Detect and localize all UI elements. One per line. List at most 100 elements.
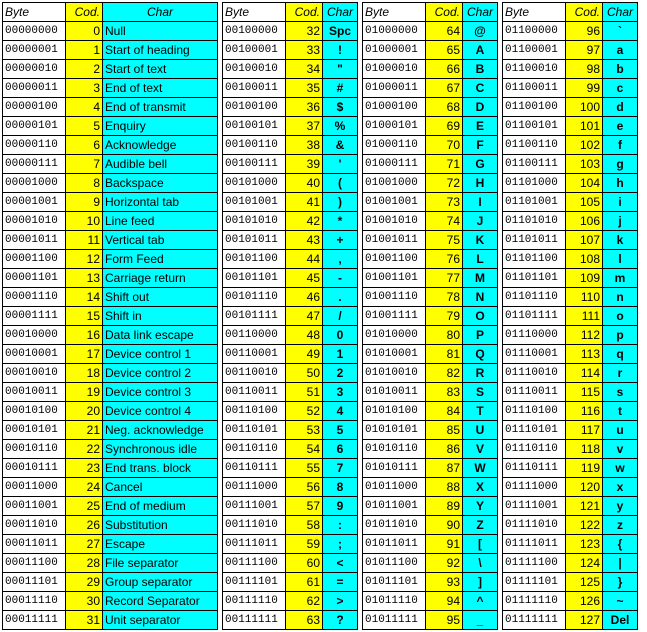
table-row: 0001001018Device control 2	[3, 364, 218, 383]
byte-cell: 00110100	[223, 402, 286, 421]
table-row: 0000101111Vertical tab	[3, 231, 218, 250]
table-row: 0101011187W	[363, 459, 498, 478]
table-row: 0010110044,	[223, 250, 358, 269]
header-code: Cod.	[66, 3, 103, 22]
char-cell: A	[463, 41, 498, 60]
char-cell: 8	[323, 478, 358, 497]
code-cell: 110	[566, 288, 603, 307]
code-cell: 114	[566, 364, 603, 383]
table-row: 01101010106j	[503, 212, 638, 231]
byte-cell: 01110010	[503, 364, 566, 383]
table-row: 00110011513	[223, 383, 358, 402]
code-cell: 61	[286, 573, 323, 592]
code-cell: 14	[66, 288, 103, 307]
table-row: 01101100108l	[503, 250, 638, 269]
code-cell: 22	[66, 440, 103, 459]
table-row: 000000102Start of text	[3, 60, 218, 79]
code-cell: 101	[566, 117, 603, 136]
char-cell: G	[463, 155, 498, 174]
table-row: 0010110145-	[223, 269, 358, 288]
char-cell: x	[603, 478, 638, 497]
char-cell: End of transmit	[103, 98, 218, 117]
code-cell: 79	[426, 307, 463, 326]
byte-cell: 01110100	[503, 402, 566, 421]
char-cell: M	[463, 269, 498, 288]
code-cell: 95	[426, 611, 463, 630]
byte-cell: 00010011	[3, 383, 66, 402]
table-row: 0010100141)	[223, 193, 358, 212]
table-row: 01100101101e	[503, 117, 638, 136]
char-cell: 0	[323, 326, 358, 345]
table-row: 0010101143+	[223, 231, 358, 250]
table-row: 0100100072H	[363, 174, 498, 193]
table-row: 0000110113Carriage return	[3, 269, 218, 288]
table-row: 01101000104h	[503, 174, 638, 193]
table-row: 0001100024Cancel	[3, 478, 218, 497]
table-row: 0101101191[	[363, 535, 498, 554]
byte-cell: 01100010	[503, 60, 566, 79]
table-row: 0000110012Form Feed	[3, 250, 218, 269]
table-row: 0101100088X	[363, 478, 498, 497]
code-cell: 100	[566, 98, 603, 117]
char-cell: j	[603, 212, 638, 231]
table-row: 0010001034"	[223, 60, 358, 79]
byte-cell: 00111100	[223, 554, 286, 573]
table-row: 01111000120x	[503, 478, 638, 497]
code-cell: 64	[426, 22, 463, 41]
char-cell: C	[463, 79, 498, 98]
char-cell: ,	[323, 250, 358, 269]
table-row: 0100001066B	[363, 60, 498, 79]
table-row: 0000111014Shift out	[3, 288, 218, 307]
code-cell: 33	[286, 41, 323, 60]
header-char: Char	[103, 3, 218, 22]
char-cell: a	[603, 41, 638, 60]
code-cell: 73	[426, 193, 463, 212]
code-cell: 94	[426, 592, 463, 611]
code-cell: 75	[426, 231, 463, 250]
char-cell: N	[463, 288, 498, 307]
code-cell: 35	[286, 79, 323, 98]
code-cell: 40	[286, 174, 323, 193]
table-row: 0010111147/	[223, 307, 358, 326]
byte-cell: 00100110	[223, 136, 286, 155]
table-row: 0011111062>	[223, 592, 358, 611]
byte-cell: 00111110	[223, 592, 286, 611]
byte-cell: 01001001	[363, 193, 426, 212]
byte-cell: 01000011	[363, 79, 426, 98]
code-cell: 2	[66, 60, 103, 79]
table-row: 0100110177M	[363, 269, 498, 288]
byte-cell: 00101110	[223, 288, 286, 307]
byte-cell: 00010110	[3, 440, 66, 459]
byte-cell: 01100000	[503, 22, 566, 41]
char-cell: \	[463, 554, 498, 573]
char-cell: :	[323, 516, 358, 535]
code-cell: 53	[286, 421, 323, 440]
code-cell: 62	[286, 592, 323, 611]
code-cell: 80	[426, 326, 463, 345]
char-cell: n	[603, 288, 638, 307]
byte-cell: 00001110	[3, 288, 66, 307]
byte-cell: 01111110	[503, 592, 566, 611]
code-cell: 51	[286, 383, 323, 402]
code-cell: 31	[66, 611, 103, 630]
code-cell: 122	[566, 516, 603, 535]
byte-cell: 00001111	[3, 307, 66, 326]
table-row: 0110000197a	[503, 41, 638, 60]
char-cell: '	[323, 155, 358, 174]
code-cell: 65	[426, 41, 463, 60]
header-char: Char	[323, 3, 358, 22]
code-cell: 39	[286, 155, 323, 174]
byte-cell: 00011111	[3, 611, 66, 630]
code-cell: 48	[286, 326, 323, 345]
byte-cell: 01000100	[363, 98, 426, 117]
code-cell: 46	[286, 288, 323, 307]
table-row: 0101111094^	[363, 592, 498, 611]
char-cell: Acknowledge	[103, 136, 218, 155]
byte-cell: 00100101	[223, 117, 286, 136]
char-cell: }	[603, 573, 638, 592]
code-cell: 107	[566, 231, 603, 250]
code-cell: 96	[566, 22, 603, 41]
code-cell: 112	[566, 326, 603, 345]
byte-cell: 01110001	[503, 345, 566, 364]
byte-cell: 01011000	[363, 478, 426, 497]
